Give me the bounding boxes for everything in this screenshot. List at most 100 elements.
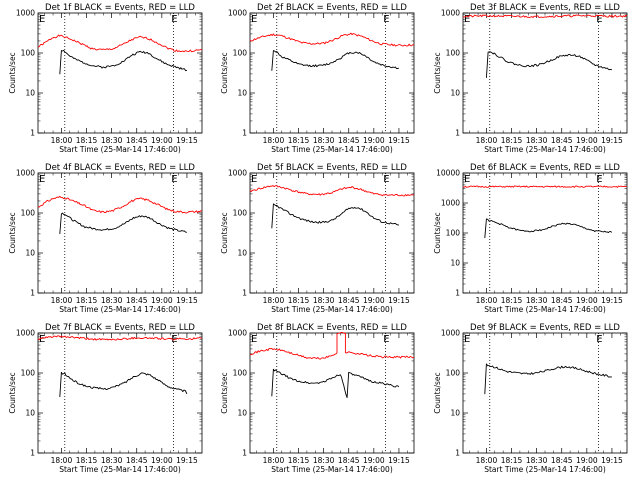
- y-tick-label: 1000: [441, 199, 460, 208]
- series-lld-red-line: [37, 195, 203, 214]
- y-tick-label: 10000: [436, 169, 460, 178]
- y-tick-label: 1: [30, 129, 35, 138]
- x-tick-label: 18:30: [101, 456, 123, 465]
- interval-marker-e-label: E: [171, 14, 177, 25]
- x-axis-label: Start Time (25-Mar-14 17:46:00): [484, 465, 606, 474]
- plot-title: Det 8f BLACK = Events, RED = LLD: [257, 323, 407, 333]
- interval-marker-e-label: E: [596, 174, 602, 185]
- x-tick-label: 18:15: [501, 296, 523, 305]
- x-tick-label: 19:00: [151, 296, 173, 305]
- y-tick-label: 10: [25, 249, 35, 258]
- x-tick-label: 18:15: [501, 456, 523, 465]
- x-tick-label: 18:00: [51, 456, 73, 465]
- y-axis-label: Counts/sec: [8, 372, 17, 413]
- x-axis-label: Start Time (25-Mar-14 17:46:00): [271, 305, 393, 314]
- plot-panel-4: Det 4f BLACK = Events, RED = LLD 1 10 100 10…: [8, 163, 203, 314]
- plot-frame: [37, 12, 203, 134]
- interval-marker-e-label: E: [464, 14, 470, 25]
- y-tick-label: 100: [446, 229, 461, 238]
- x-tick-label: 19:00: [576, 136, 598, 145]
- y-axis-label: Counts/sec: [433, 52, 442, 93]
- interval-marker-e-label: E: [251, 334, 257, 345]
- y-tick-label: 1000: [16, 9, 35, 18]
- x-axis-label: Start Time (25-Mar-14 17:46:00): [271, 145, 393, 154]
- x-tick-label: 19:15: [388, 296, 410, 305]
- plot-frame: [249, 332, 415, 454]
- series-events-black-line: [59, 371, 188, 398]
- series-events-black-line: [484, 363, 612, 395]
- interval-marker-e-label: E: [251, 14, 257, 25]
- x-tick-label: 18:30: [101, 296, 123, 305]
- x-tick-label: 18:00: [263, 456, 285, 465]
- interval-marker-e-label: E: [39, 334, 45, 345]
- plot-frame: [462, 12, 628, 134]
- plot-title: Det 6f BLACK = Events, RED = LLD: [470, 163, 620, 173]
- interval-marker-e-label: E: [39, 14, 45, 25]
- x-tick-label: 18:45: [126, 456, 148, 465]
- series-lld-red-line: [249, 185, 415, 197]
- y-tick-label: 10: [25, 409, 35, 418]
- y-tick-label: 1000: [441, 329, 460, 338]
- y-tick-label: 10: [450, 409, 460, 418]
- series-events-black-line: [485, 51, 613, 78]
- x-tick-label: 19:00: [576, 296, 598, 305]
- plot-panel-2: Det 2f BLACK = Events, RED = LLD 1 10 100 10…: [220, 3, 415, 154]
- plot-title: Det 5f BLACK = Events, RED = LLD: [257, 163, 407, 173]
- x-tick-label: 18:00: [263, 296, 285, 305]
- y-tick-label: 100: [446, 49, 461, 58]
- x-tick-label: 18:45: [338, 456, 360, 465]
- x-tick-label: 18:45: [338, 296, 360, 305]
- y-tick-label: 1: [242, 289, 247, 298]
- y-tick-label: 100: [21, 209, 36, 218]
- interval-marker-e-label: E: [39, 174, 45, 185]
- series-events-black-line: [271, 203, 399, 229]
- y-tick-label: 1000: [228, 329, 247, 338]
- y-axis-label: Counts/sec: [220, 212, 229, 253]
- interval-marker-e-label: E: [464, 334, 470, 345]
- x-tick-label: 18:15: [288, 296, 310, 305]
- y-axis-label: Counts/sec: [220, 52, 229, 93]
- x-tick-label: 19:15: [601, 456, 623, 465]
- x-tick-label: 18:30: [313, 296, 335, 305]
- x-tick-label: 18:00: [51, 296, 73, 305]
- series-lld-red-line: [463, 14, 628, 19]
- y-axis-label: Counts/sec: [8, 212, 17, 253]
- x-tick-label: 18:30: [101, 136, 123, 145]
- y-tick-label: 1000: [228, 9, 247, 18]
- plot-frame: [37, 332, 203, 454]
- x-tick-label: 18:00: [476, 136, 498, 145]
- interval-marker-e-label: E: [383, 14, 389, 25]
- plot-frame: [249, 172, 415, 294]
- y-tick-label: 1: [242, 449, 247, 458]
- plot-title: Det 7f BLACK = Events, RED = LLD: [45, 323, 195, 333]
- x-tick-label: 19:15: [176, 456, 198, 465]
- y-tick-label: 1000: [441, 9, 460, 18]
- y-tick-label: 100: [233, 369, 248, 378]
- x-tick-label: 19:00: [576, 456, 598, 465]
- x-tick-label: 18:45: [551, 296, 573, 305]
- plot-title: Det 1f BLACK = Events, RED = LLD: [45, 3, 195, 13]
- series-events-black-line: [59, 49, 188, 75]
- x-tick-label: 18:30: [313, 136, 335, 145]
- y-tick-label: 1: [30, 449, 35, 458]
- plot-panel-6: Det 6f BLACK = Events, RED = LLD 1 10 100 10…: [433, 163, 628, 314]
- x-tick-label: 18:45: [551, 456, 573, 465]
- plot-frame: [249, 12, 415, 134]
- x-tick-label: 18:45: [338, 136, 360, 145]
- series-lld-red-line: [37, 335, 203, 341]
- interval-marker-e-label: E: [383, 334, 389, 345]
- y-tick-label: 100: [446, 369, 461, 378]
- x-axis-label: Start Time (25-Mar-14 17:46:00): [484, 305, 606, 314]
- x-tick-label: 18:00: [476, 296, 498, 305]
- x-tick-label: 18:30: [526, 136, 548, 145]
- series-events-black-line: [59, 212, 187, 235]
- y-axis-label: Counts/sec: [433, 212, 442, 253]
- x-axis-label: Start Time (25-Mar-14 17:46:00): [271, 465, 393, 474]
- x-tick-label: 18:30: [526, 296, 548, 305]
- y-tick-label: 1: [455, 449, 460, 458]
- y-tick-label: 100: [233, 49, 248, 58]
- interval-marker-e-label: E: [596, 334, 602, 345]
- plot-frame: [462, 172, 628, 294]
- plot-panel-3: Det 3f BLACK = Events, RED = LLD 1 10 100 10…: [433, 3, 628, 154]
